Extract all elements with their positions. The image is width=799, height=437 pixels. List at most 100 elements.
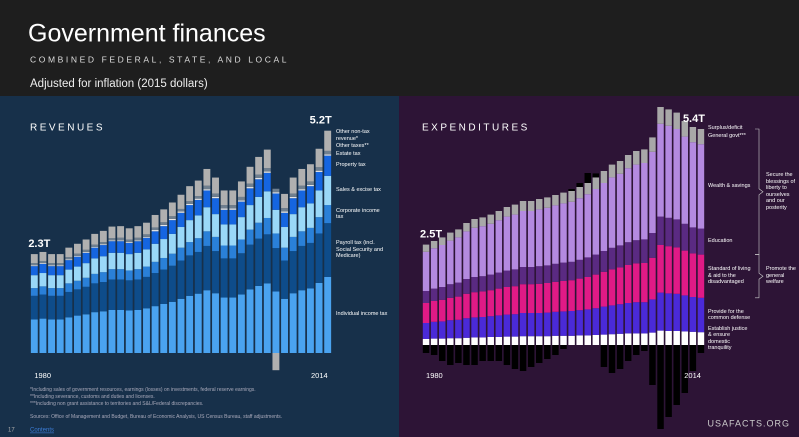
bar-segment [495, 288, 503, 316]
bar-segment [649, 345, 656, 385]
bar-segment [160, 269, 168, 304]
bar-segment [536, 266, 543, 284]
bar-segment [160, 209, 168, 223]
bar-segment [324, 130, 332, 151]
series-label: Wealth & savings [708, 182, 751, 189]
bar-segment [74, 289, 81, 316]
bar-segment [455, 237, 462, 283]
bar-segment [151, 227, 159, 231]
total-label: 5.2T [310, 115, 332, 127]
bar-segment [74, 280, 81, 290]
bar-segment [616, 304, 624, 334]
bar-segment [681, 345, 689, 393]
bar-segment [479, 317, 486, 338]
bar-segment [584, 277, 591, 310]
bar-segment [151, 243, 159, 262]
bar-segment [289, 193, 297, 197]
bar-segment [455, 345, 462, 363]
bar-segment [298, 189, 306, 191]
bar-segment [177, 194, 185, 209]
bar-segment [536, 313, 543, 337]
bar-segment [194, 293, 202, 353]
bar-segment [608, 334, 616, 345]
bar-segment [143, 234, 150, 237]
bar-segment [568, 191, 575, 202]
bar-segment [568, 261, 575, 281]
bar-segment [151, 306, 159, 353]
bar-segment [495, 315, 503, 337]
bar-segment [592, 274, 600, 309]
bar-segment [495, 220, 503, 273]
bar-segment [263, 171, 271, 173]
total-label: 2.5T [420, 229, 442, 241]
footnote: ***Including non grant assistance to ter… [30, 401, 204, 407]
bar-segment [568, 335, 575, 345]
bar-segment [324, 223, 332, 277]
bar-segment [584, 257, 591, 277]
bar-segment [246, 187, 254, 189]
bar-segment [315, 233, 323, 283]
bar-segment [560, 281, 567, 312]
series-label: Property tax [336, 162, 366, 169]
bar-segment [255, 238, 263, 286]
bar-segment [544, 345, 551, 359]
bar-segment [177, 211, 185, 213]
bar-segment [186, 242, 194, 256]
bar-segment [447, 232, 454, 241]
bar-segment [134, 237, 142, 241]
bar-segment [527, 201, 535, 211]
bar-segment [177, 212, 185, 228]
bar-segment [143, 222, 150, 235]
bar-segment [438, 338, 446, 345]
bar-segment [568, 189, 575, 191]
bar-segment [82, 263, 90, 278]
bar-segment [255, 177, 263, 180]
bar-segment [324, 155, 332, 176]
series-label: Provide for the common defense [708, 308, 751, 322]
contents-link[interactable]: Contents [30, 428, 54, 434]
bar-segment [186, 295, 194, 353]
chart-heading: EXPENDITURES [422, 123, 530, 134]
bar-segment [624, 155, 632, 169]
bar-segment [324, 150, 332, 155]
bar-segment [160, 226, 168, 240]
bar-segment [665, 246, 672, 294]
bar-segment [608, 305, 616, 335]
bar-segment [568, 311, 575, 336]
bar-segment [471, 345, 478, 365]
bar-segment [306, 203, 314, 228]
series-label: Corporate income tax [336, 207, 380, 221]
bar-segment [657, 345, 664, 429]
bar-segment [203, 185, 211, 190]
bar-segment [697, 332, 705, 345]
bar-segment [281, 208, 288, 212]
bar-segment [160, 257, 168, 270]
bar-segment [39, 263, 47, 274]
series-label: Estate tax [336, 151, 361, 158]
bar-segment [665, 217, 672, 247]
bar-segment [56, 265, 64, 267]
series-label: Standard of living & aid to the disadvan… [708, 266, 751, 286]
bar-segment [229, 245, 237, 259]
bar-segment [220, 297, 228, 353]
bar-segment [511, 314, 519, 337]
bar-segment [430, 301, 438, 322]
bar-segment [665, 331, 672, 345]
bar-segment [479, 337, 486, 345]
bar-segment [616, 245, 624, 268]
bar-segment [544, 207, 551, 266]
bar-segment [91, 246, 99, 248]
bar-segment [263, 191, 271, 218]
brace [755, 254, 764, 299]
bar-segment [229, 297, 237, 353]
bar-segment [681, 295, 689, 332]
bar-segment [263, 168, 271, 172]
annotation: Secure the blessings of liberty to ourse… [766, 172, 796, 211]
bar-segment [82, 249, 90, 252]
bar-segment [255, 222, 263, 239]
series-label: Payroll tax (incl. Social Security and M… [336, 240, 384, 259]
bar-segment [74, 243, 81, 254]
bar-segment [220, 205, 228, 209]
bar-segment [56, 254, 64, 264]
bar-segment [125, 242, 133, 243]
